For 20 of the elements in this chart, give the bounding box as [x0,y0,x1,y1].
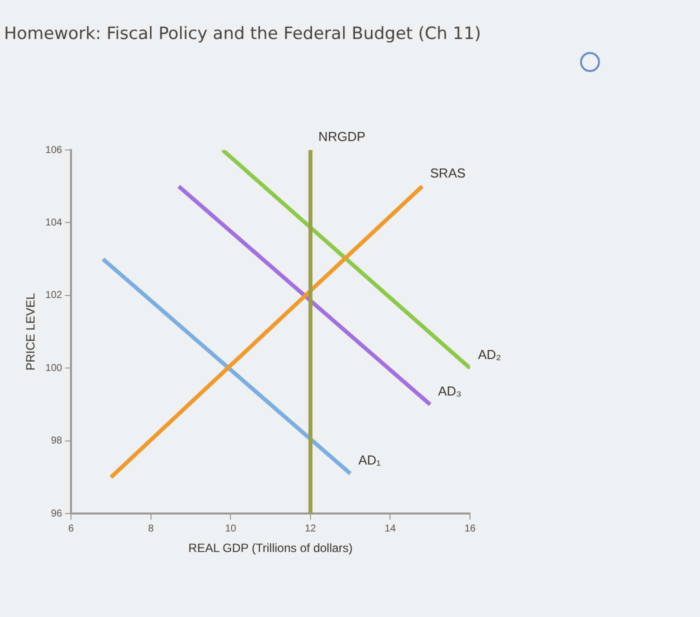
series-label: AD₃ [438,384,462,399]
x-axis-title: REAL GDP (Trillions of dollars) [188,541,353,556]
y-tick-label: 102 [45,290,63,302]
x-tick-label: 6 [68,523,74,534]
x-tick-label: 8 [148,523,154,534]
series-label: AD₁ [358,452,382,468]
series-label: NRGDP [318,129,366,144]
series-label: SRAS [430,165,466,180]
y-tick-label: 106 [45,144,63,156]
x-tick-label: 14 [384,523,396,534]
series-label: AD₂ [478,347,502,362]
x-tick-label: 12 [304,523,316,534]
y-tick-label: 98 [50,436,63,447]
y-tick-label: 104 [45,217,63,228]
x-tick-label: 16 [464,523,476,534]
x-tick-label: 10 [225,523,237,534]
y-tick-label: 100 [45,362,63,374]
chart-title: Homework: Fiscal Policy and the Federal Budget (Ch 11) [4,24,482,44]
y-axis-title: PRICE LEVEL [24,292,38,370]
y-tick-label: 96 [50,508,63,520]
